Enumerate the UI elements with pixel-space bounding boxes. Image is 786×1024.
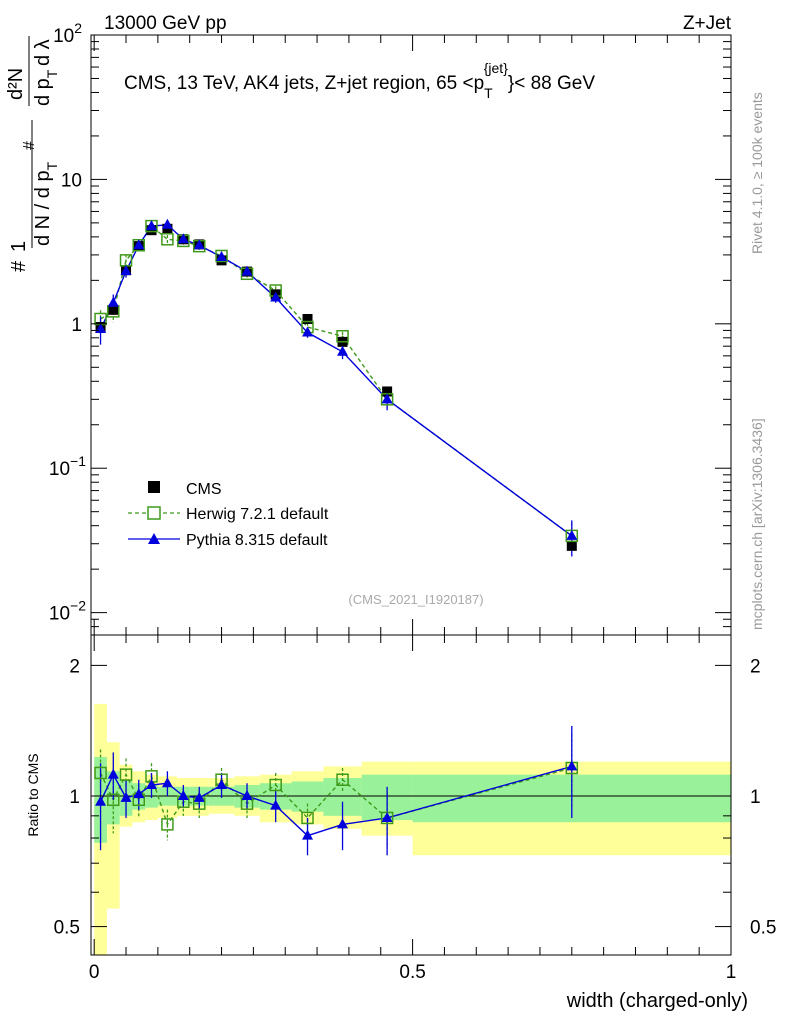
pythia-ratio-point xyxy=(216,779,228,790)
pythia-ratio-point xyxy=(120,791,132,802)
pythia-ratio-point xyxy=(107,768,119,779)
pythia-ratio-point xyxy=(381,811,393,822)
cms-point xyxy=(382,386,393,397)
pythia-point xyxy=(120,265,132,276)
ratio-y-tick-label-left: 1 xyxy=(69,787,80,808)
herwig-ratio-point xyxy=(107,793,120,807)
mcplots-credit: mcplots.cern.ch [arXiv:1306.3436] xyxy=(749,418,765,630)
herwig-ratio-point xyxy=(119,768,133,781)
ratio-y-tick-label-left: 2 xyxy=(69,656,80,677)
herwig-ratio-point xyxy=(161,818,174,831)
pythia-ratio-point xyxy=(241,789,253,800)
main-y-tick-label: 10−1 xyxy=(49,453,86,480)
energy-label: 13000 GeV pp xyxy=(104,13,227,34)
main-y-tick-label: 102 xyxy=(53,20,82,47)
pythia-point xyxy=(241,265,253,276)
y-label-one: 1 xyxy=(8,241,30,252)
y-label-dn: d N / d pT xyxy=(32,161,60,246)
ratio-y-label: Ratio to CMS xyxy=(25,753,41,836)
y-label-dpt: d pT xyxy=(32,69,60,106)
herwig-point xyxy=(336,330,349,343)
pythia-ratio-point xyxy=(161,777,173,788)
herwig-ratio-point xyxy=(269,778,282,792)
cms-point xyxy=(108,304,119,315)
pythia-ratio-point xyxy=(95,795,107,806)
pythia-point xyxy=(566,529,578,540)
main-y-tick-label: 10−2 xyxy=(49,598,86,625)
legend: CMS Herwig 7.2.1 default Pythia 8.315 de… xyxy=(128,481,329,549)
pythia-point xyxy=(381,393,393,404)
rivet-credit: Rivet 4.1.0, ≥ 100k events xyxy=(749,92,765,254)
analysis-watermark: (CMS_2021_I1920187) xyxy=(348,592,483,607)
pythia-ratio-point xyxy=(145,779,157,790)
pythia-point xyxy=(216,251,228,262)
process-label: Z+Jet xyxy=(683,13,732,34)
cms-point xyxy=(302,313,313,324)
legend-cms-marker xyxy=(148,481,160,493)
ratio-plot-area xyxy=(94,725,579,856)
main-panel: 102 10 1 10−1 10−2 CMS, 13 TeV, AK4 jets, Z+… xyxy=(5,20,732,636)
pythia-point xyxy=(337,345,349,356)
legend-herwig-label: Herwig 7.2.1 default xyxy=(186,506,329,523)
ratio-y-tick-label-right: 0.5 xyxy=(750,918,776,939)
herwig-line xyxy=(100,225,573,537)
ratio-uncertainty-bands xyxy=(91,703,731,955)
pythia-line xyxy=(99,224,573,537)
pythia-point xyxy=(177,233,189,244)
x-axis-label: width (charged-only) xyxy=(566,990,748,1012)
x-tick-label: 0.5 xyxy=(399,962,425,983)
cms-point xyxy=(162,223,173,234)
legend-herwig-marker xyxy=(147,506,161,520)
pythia-ratio-point xyxy=(193,791,205,802)
pythia-point xyxy=(193,239,205,250)
herwig-ratio-point xyxy=(301,811,314,825)
pythia-ratio-point xyxy=(177,789,189,800)
plot-title: CMS, 13 TeV, AK4 jets, Z+jet region, 65 … xyxy=(124,60,595,101)
y-label-d2n: d²N xyxy=(5,68,27,100)
pythia-ratio-point xyxy=(566,760,578,771)
pythia-point xyxy=(107,296,119,307)
pythia-ratio-point xyxy=(133,788,145,799)
x-tick-label: 0 xyxy=(89,962,100,983)
ratio-y-tick-label-right: 1 xyxy=(750,787,761,808)
y-label-dlambda: d λ xyxy=(32,39,54,66)
y-label-hash-1: # xyxy=(8,260,30,272)
pythia-point xyxy=(133,239,145,250)
main-y-tick-label: 1 xyxy=(71,315,82,336)
ratio-y-tick-label-left: 0.5 xyxy=(54,918,80,939)
ratio-panel: 2 2 1 1 0.5 0.5 0 0.5 1 Ratio to CMS width (char… xyxy=(25,634,776,1012)
pythia-ratio-point xyxy=(270,799,282,810)
ratio-y-tick-label-right: 2 xyxy=(750,656,761,677)
main-axis-ticks: 102 10 1 10−1 10−2 xyxy=(49,20,732,636)
legend-cms-label: CMS xyxy=(186,481,222,498)
herwig-point xyxy=(215,249,228,263)
ratio-frame xyxy=(90,634,732,956)
pythia-point xyxy=(270,291,282,302)
pythia-point xyxy=(302,326,314,337)
legend-pythia-label: Pythia 8.315 default xyxy=(186,532,328,549)
main-plot-area xyxy=(94,218,579,557)
herwig-ratio-point xyxy=(336,773,349,786)
pythia-ratio-point xyxy=(337,818,349,829)
herwig-point xyxy=(161,233,174,246)
pythia-point xyxy=(145,220,157,231)
pythia-ratio-point xyxy=(302,829,314,840)
main-y-tick-label: 10 xyxy=(61,170,82,191)
legend-pythia-marker xyxy=(148,533,160,544)
herwig-ratio-point xyxy=(94,766,107,780)
pythia-point xyxy=(161,218,173,229)
cms-point xyxy=(146,225,157,236)
x-tick-label: 1 xyxy=(726,962,737,983)
ratio-axis-ticks: 2 2 1 1 0.5 0.5 0 0.5 1 xyxy=(54,635,776,983)
y-axis-label: # 1 d N / d pT # d²N d pT d λ xyxy=(5,36,60,272)
cms-point xyxy=(566,540,577,551)
y-label-hash-2: # xyxy=(21,141,38,150)
